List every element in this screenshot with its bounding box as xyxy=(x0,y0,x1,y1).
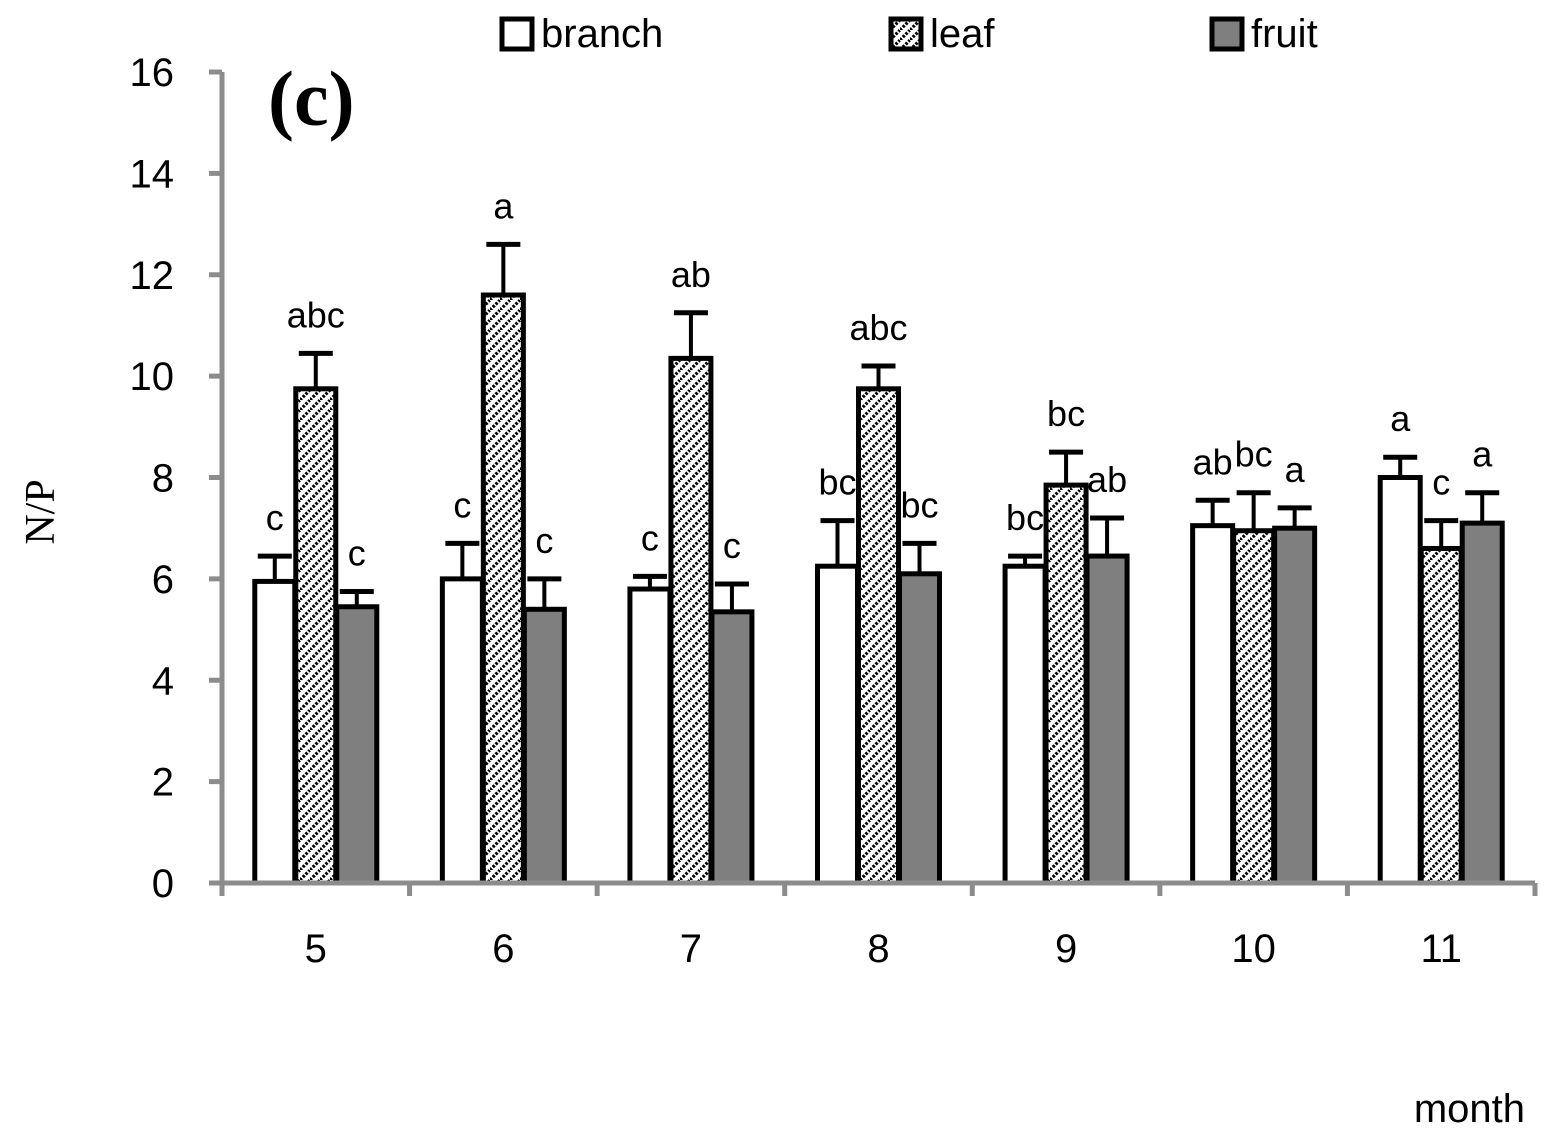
y-tick-label-10: 10 xyxy=(130,355,175,399)
bar-fruit-6 xyxy=(521,606,567,886)
letter-label-fruit-11: a xyxy=(1472,434,1493,475)
bar-branch-10 xyxy=(1190,523,1236,886)
legend-item-branch: branch xyxy=(499,12,663,56)
bar-branch-8 xyxy=(815,563,860,886)
panel-label: (c) xyxy=(268,55,355,142)
legend-label-leaf: leaf xyxy=(930,12,995,56)
letter-label-fruit-9: ab xyxy=(1087,459,1127,500)
letter-label-branch-10: ab xyxy=(1193,441,1233,482)
bar-leaf-11 xyxy=(1418,545,1464,886)
letter-label-leaf-11: c xyxy=(1432,462,1450,503)
legend-swatch-fruit xyxy=(1209,16,1245,52)
letter-label-fruit-10: a xyxy=(1285,449,1306,490)
y-tick-label-2: 2 xyxy=(152,761,174,805)
y-tick-label-8: 8 xyxy=(152,457,174,501)
letter-label-fruit-6: c xyxy=(535,520,553,561)
y-tick-label-16: 16 xyxy=(130,51,175,95)
x-tick-label-6: 6 xyxy=(492,927,514,971)
y-tick-label-6: 6 xyxy=(152,558,174,602)
bar-leaf-8 xyxy=(856,386,901,886)
legend-item-fruit: fruit xyxy=(1209,12,1318,56)
letter-label-branch-5: c xyxy=(266,497,284,538)
y-tick-label-0: 0 xyxy=(152,862,174,906)
legend-item-leaf: leaf xyxy=(888,12,995,56)
bar-fruit-11 xyxy=(1459,520,1505,886)
bar-branch-5 xyxy=(252,578,298,886)
bar-branch-9 xyxy=(1002,563,1048,886)
x-tick-label-10: 10 xyxy=(1231,927,1276,971)
legend-label-fruit: fruit xyxy=(1251,12,1318,56)
legend-swatch-leaf xyxy=(888,16,924,52)
y-tick-label-14: 14 xyxy=(130,152,175,196)
bar-fruit-8 xyxy=(897,571,942,886)
y-tick-label-12: 12 xyxy=(130,254,175,298)
x-tick-label-5: 5 xyxy=(305,927,327,971)
bar-leaf-5 xyxy=(293,386,339,886)
bar-fruit-9 xyxy=(1084,553,1130,886)
bar-branch-11 xyxy=(1377,475,1423,886)
x-tick-label-11: 11 xyxy=(1420,927,1462,971)
x-tick-label-8: 8 xyxy=(867,927,889,971)
y-axis-label: N/P xyxy=(18,479,64,544)
bar-leaf-7 xyxy=(668,355,714,886)
letter-label-branch-7: c xyxy=(641,517,659,558)
bar-branch-6 xyxy=(439,576,485,886)
letter-label-branch-11: a xyxy=(1390,398,1411,439)
bar-fruit-7 xyxy=(709,609,755,886)
bar-fruit-10 xyxy=(1272,525,1318,886)
letter-label-fruit-7: c xyxy=(723,525,741,566)
letter-label-leaf-5: abc xyxy=(287,294,345,335)
letter-label-leaf-7: ab xyxy=(671,254,711,295)
x-tick-label-7: 7 xyxy=(680,927,702,971)
letter-label-fruit-8: bc xyxy=(900,484,938,525)
letter-label-leaf-9: bc xyxy=(1047,393,1085,434)
bar-fruit-5 xyxy=(334,604,380,886)
legend-swatch-branch xyxy=(499,16,535,52)
x-axis-label: month xyxy=(1414,1087,1525,1131)
letter-label-fruit-5: c xyxy=(348,533,366,574)
bar-leaf-10 xyxy=(1231,528,1277,886)
bar-leaf-6 xyxy=(480,292,526,886)
bar-branch-7 xyxy=(627,586,673,886)
letter-label-branch-8: bc xyxy=(818,462,856,503)
y-tick-label-4: 4 xyxy=(152,659,174,703)
x-tick-label-9: 9 xyxy=(1055,927,1077,971)
legend: branch leaf fruit xyxy=(499,12,1318,56)
letter-label-leaf-6: a xyxy=(493,185,514,226)
legend-label-branch: branch xyxy=(541,12,663,56)
letter-label-leaf-8: abc xyxy=(849,307,907,348)
bar-leaf-9 xyxy=(1043,482,1089,886)
letter-label-leaf-10: bc xyxy=(1235,434,1273,475)
letter-label-branch-9: bc xyxy=(1006,497,1044,538)
letter-label-branch-6: c xyxy=(453,484,471,525)
